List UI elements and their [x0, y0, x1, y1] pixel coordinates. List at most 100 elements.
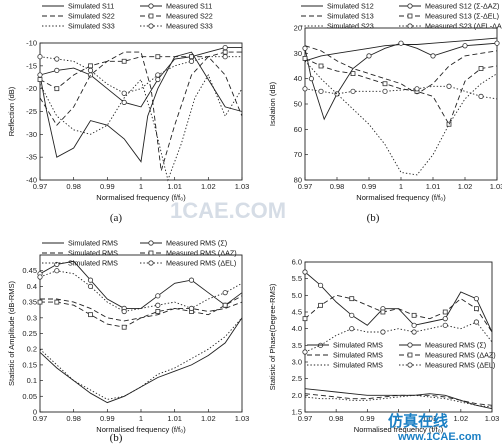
data-point: [446, 83, 452, 89]
legend-marker: [148, 240, 154, 246]
data-point: [222, 44, 228, 51]
x-tick-label: 1.03: [490, 182, 502, 191]
watermark-text: 1CAE.COM: [170, 198, 286, 223]
series-line: [39, 73, 243, 182]
legend-label: Measured RMS (Σ): [166, 239, 227, 248]
y-tick-label: 0.4: [27, 282, 37, 291]
legend-label: Simulated RMS: [68, 239, 118, 248]
legend-label: Measured RMS (ΔEL): [425, 361, 495, 370]
x-axis-label: Normalised frequency (f/f₀): [356, 193, 446, 202]
data-point: [87, 72, 94, 78]
y-axis-label: Isolation (dB): [268, 81, 277, 126]
y-axis-label: Statistic of Amplitude (dB-RMS): [7, 280, 16, 386]
y-tick-label: 0.45: [22, 266, 37, 275]
chart-panel-4: 0.97 0.98 0.99 1 1.01 1.02 1.03 1.5 2.0 2.5 3.0 3.5…: [268, 258, 499, 435]
y-tick-label: 0.15: [22, 360, 37, 369]
chart-panel-2: 0.97 0.98 0.99 1 1.01 1.02 1.03 20 30 40 50 60 70 80 N…: [268, 2, 502, 225]
series-line: [39, 260, 243, 309]
y-tick-label: 5.0: [292, 291, 302, 300]
y-tick-label: 6.0: [292, 258, 302, 267]
series-line: [304, 393, 493, 406]
data-point: [121, 90, 127, 96]
data-point: [411, 329, 417, 335]
y-tick-label: 40: [294, 74, 302, 83]
y-tick-label: -25: [26, 107, 37, 116]
panel-caption: (b): [110, 432, 123, 444]
x-tick-label: 0.97: [298, 414, 313, 423]
data-point: [350, 71, 356, 76]
series-line: [39, 51, 243, 163]
data-point: [188, 277, 195, 283]
legend-label: Simulated S13: [327, 12, 374, 21]
legend: Simulated S11 Measured S11 Simulated S22 Me…: [42, 2, 213, 31]
series-line: [39, 47, 242, 108]
legend-marker: [148, 250, 154, 256]
y-tick-label: 2.0: [292, 391, 302, 400]
series-line: [40, 295, 243, 328]
data-point: [411, 322, 417, 328]
series-line: [39, 270, 243, 312]
data-point: [382, 81, 388, 87]
y-tick-label: 70: [294, 150, 302, 159]
data-point: [222, 54, 228, 60]
series-line: [39, 56, 242, 94]
x-tick-label: 0.99: [100, 182, 115, 191]
x-tick-label: 1.03: [235, 182, 250, 191]
legend-marker: [407, 23, 413, 29]
x-tick-label: 1.03: [235, 414, 250, 423]
data-point: [155, 54, 161, 60]
y-tick-label: -10: [26, 39, 37, 48]
legend-label: Simulated RMS: [333, 351, 383, 360]
x-tick-label: 0.97: [33, 414, 48, 423]
data-point: [366, 53, 372, 59]
data-point: [302, 269, 308, 275]
data-point: [317, 282, 324, 288]
x-tick-label: 0.98: [66, 414, 81, 423]
data-point: [37, 299, 43, 305]
y-tick-label: 0.1: [27, 376, 37, 385]
legend-label: Simulated S23: [327, 22, 374, 31]
data-point: [349, 296, 355, 302]
data-point: [155, 309, 161, 314]
data-point: [222, 302, 228, 308]
y-tick-label: 0.3: [27, 313, 37, 322]
data-point: [37, 72, 43, 78]
data-point: [155, 72, 161, 78]
x-tick-label: 0.97: [298, 182, 313, 191]
x-tick-label: 0.97: [33, 182, 48, 191]
chart-panel-1: 0.97 0.98 0.99 1 1.01 1.02 1.03 -40 -35 -30 -25 -20…: [7, 2, 249, 225]
y-tick-label: 0: [33, 408, 37, 417]
legend-marker: [148, 13, 154, 19]
y-tick-label: 0.05: [22, 392, 37, 401]
data-point: [349, 326, 355, 332]
legend-marker: [407, 362, 413, 368]
series-line: [304, 60, 498, 176]
x-tick-label: 0.98: [329, 414, 344, 423]
data-point: [54, 86, 60, 92]
series-line: [39, 317, 243, 404]
y-tick-label: 2.5: [292, 374, 302, 383]
data-point: [88, 63, 93, 69]
x-tick-label: 1.02: [201, 182, 216, 191]
x-tick-label: 0.98: [330, 182, 345, 191]
data-point: [54, 56, 60, 62]
x-tick-label: 1.01: [422, 414, 437, 423]
legend-marker: [148, 260, 154, 266]
x-tick-label: 1.03: [485, 414, 500, 423]
legend-label: Measured S12 (Σ-ΔAZ): [425, 2, 499, 11]
legend-label: Simulated S11: [68, 2, 114, 11]
y-tick-label: -20: [26, 84, 37, 93]
legend: Simulated RMS Measured RMS (Σ) Simulated R…: [307, 341, 496, 370]
legend-label: Measured RMS (ΔAZ): [425, 351, 496, 360]
y-tick-label: 80: [294, 176, 302, 185]
y-axis-label: Statistic of Phase(Degree-RMS): [268, 283, 277, 390]
legend-label: Measured S11: [166, 2, 212, 11]
data-point: [54, 299, 60, 305]
data-point: [442, 316, 448, 322]
data-point: [473, 319, 480, 325]
data-point: [380, 309, 386, 315]
data-point: [188, 305, 195, 311]
data-point: [155, 302, 161, 308]
legend-label: Simulated S33: [68, 22, 115, 31]
